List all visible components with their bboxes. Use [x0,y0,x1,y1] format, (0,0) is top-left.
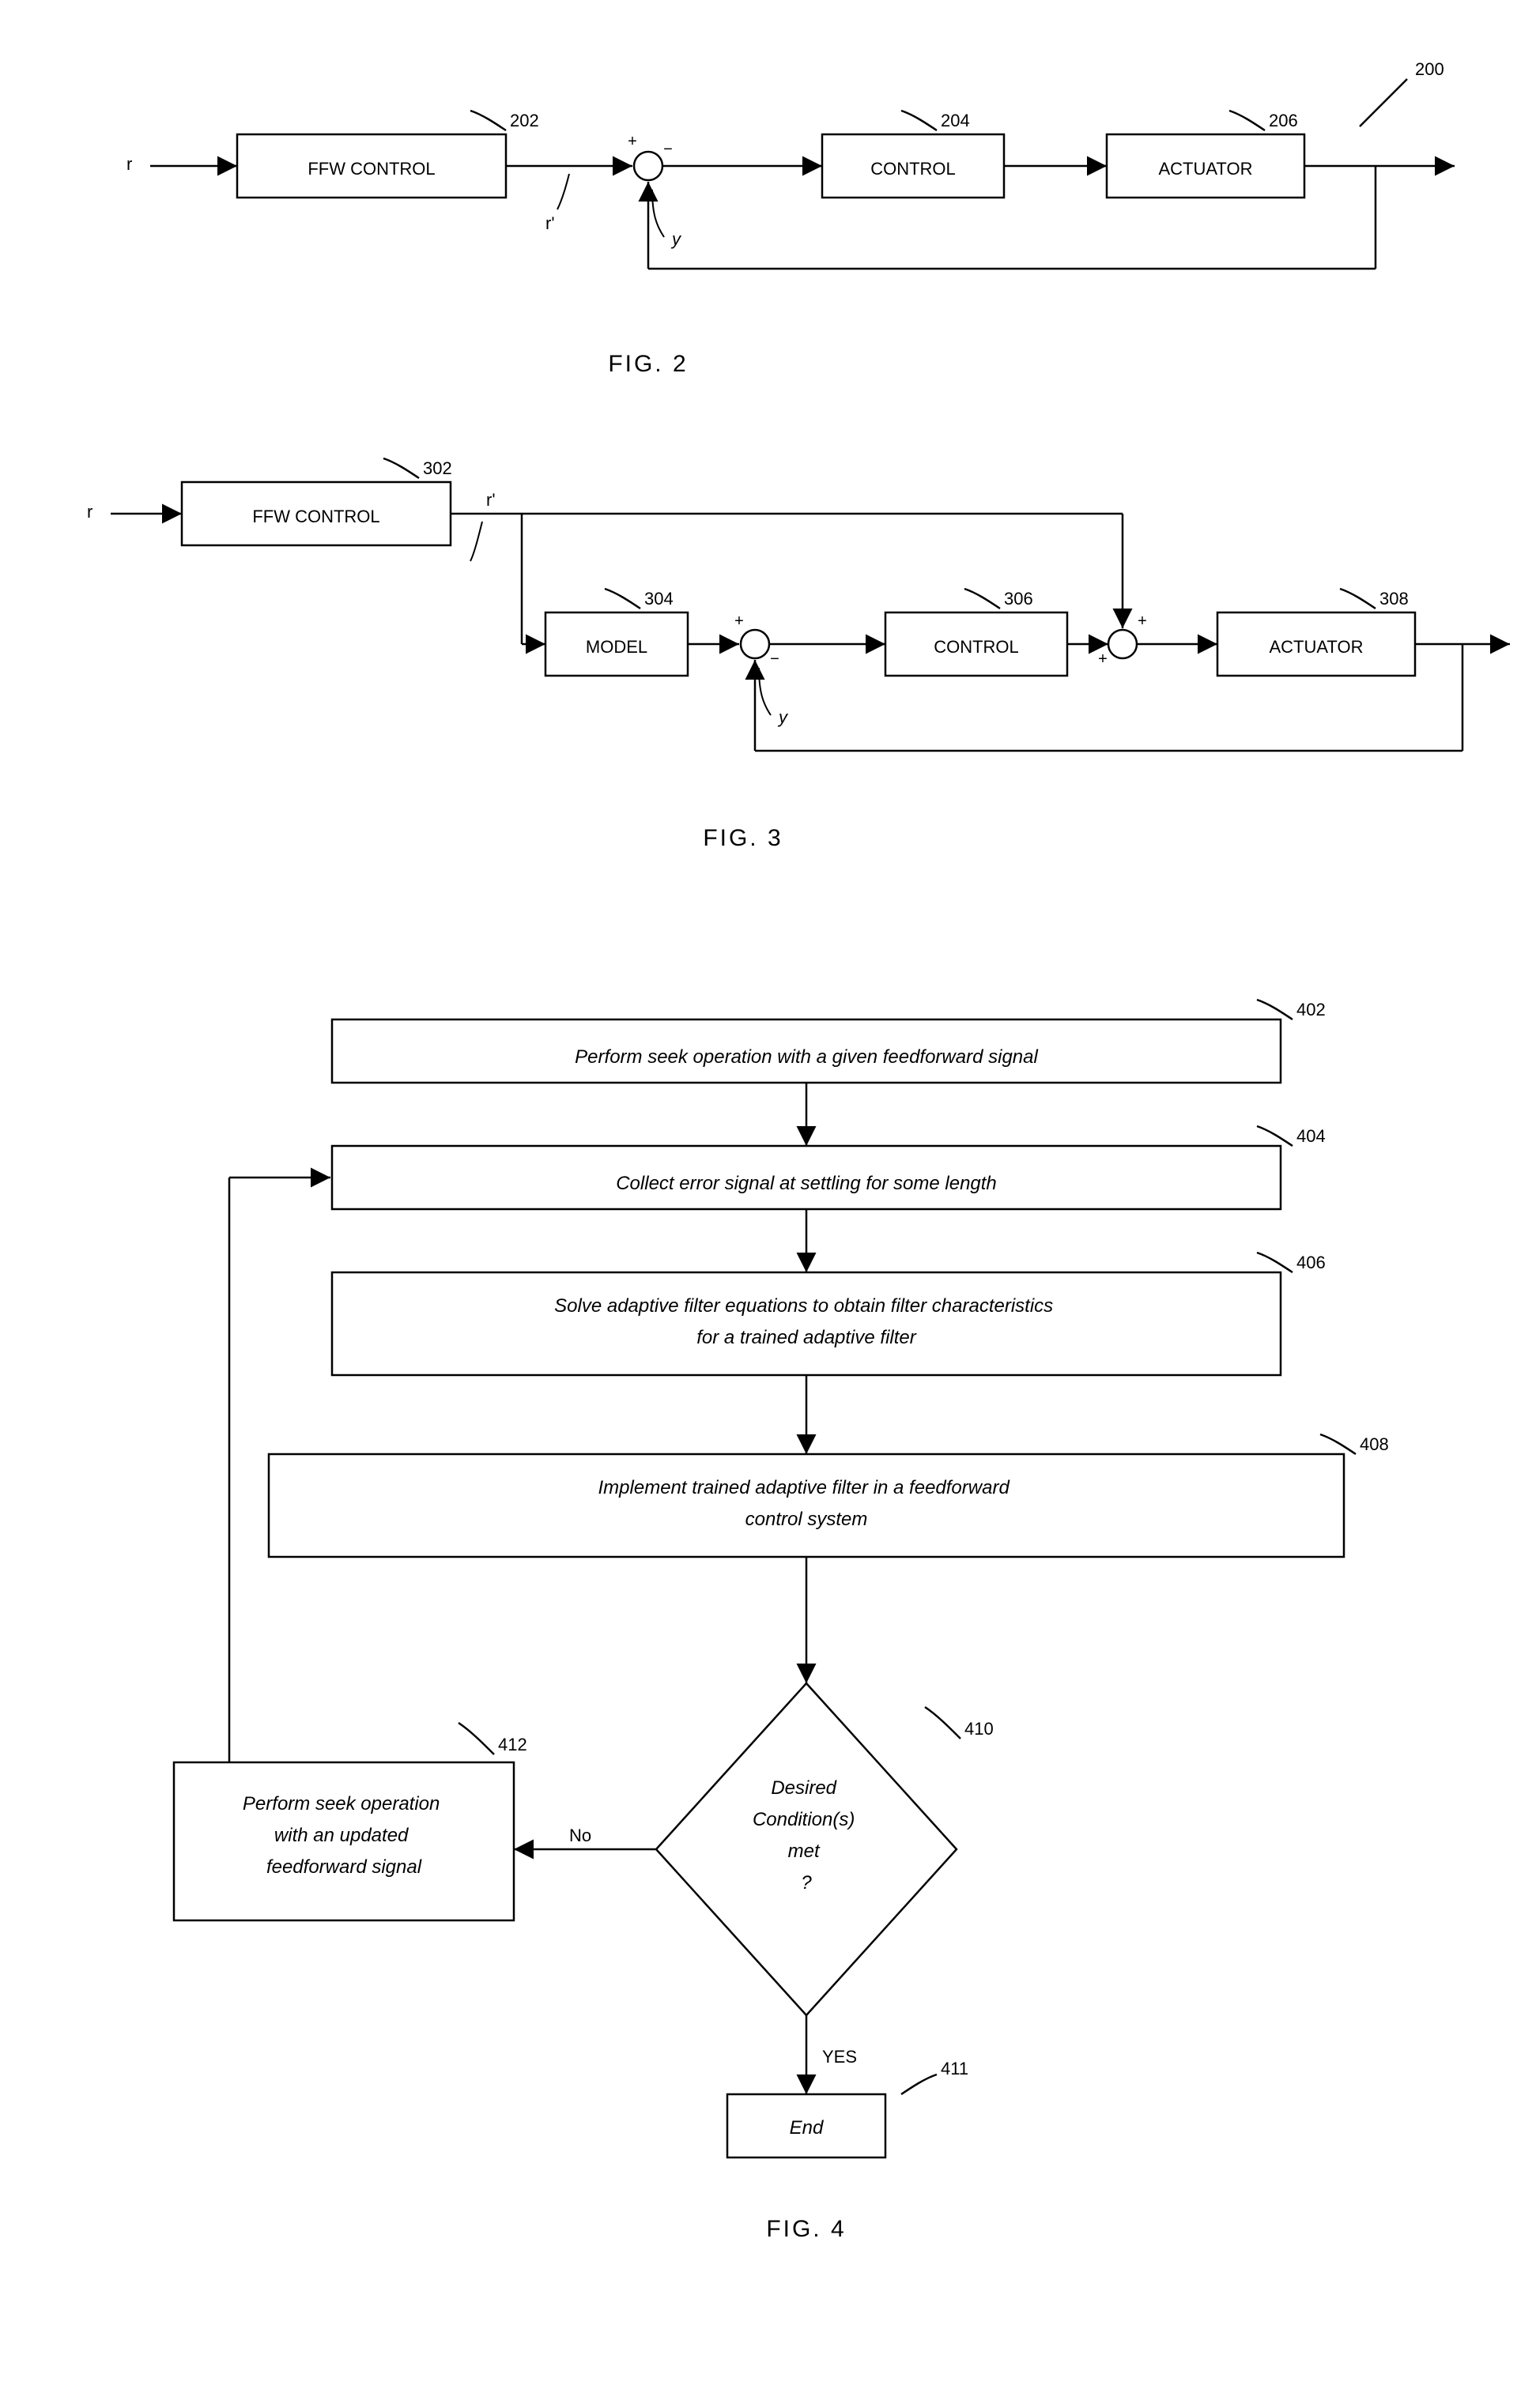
svg-text:+: + [628,133,637,150]
svg-text:402: 402 [1296,1000,1326,1019]
svg-text:FFW CONTROL: FFW CONTROL [252,507,379,526]
input-r: r [126,154,132,174]
svg-text:+: + [1138,612,1147,630]
svg-text:410: 410 [964,1719,994,1739]
svg-text:+: + [1098,650,1108,668]
svg-text:408: 408 [1360,1434,1389,1454]
actuator-label: ACTUATOR [1159,159,1253,179]
svg-text:CONTROL: CONTROL [934,637,1019,657]
svg-text:End: End [790,2117,824,2139]
fig3: r FFW CONTROL 302 r' MODEL 304 + − y CON… [87,458,1510,851]
ref-200: 200 [1415,59,1444,79]
svg-text:306: 306 [1004,589,1033,609]
svg-text:411: 411 [941,2059,968,2078]
svg-text:−: − [663,141,673,158]
ffw-label: FFW CONTROL [308,159,435,179]
svg-text:ACTUATOR: ACTUATOR [1270,637,1364,657]
step-408 [269,1454,1344,1557]
svg-text:406: 406 [1296,1253,1326,1272]
svg-text:Desired Condition(s) m: Desired Condition(s) met ? [753,1777,860,1894]
ref-204: 204 [941,111,970,130]
svg-text:Solve adaptive filter equation: Solve adaptive filter equations to obtai… [554,1295,1059,1348]
svg-text:Implement trained adaptive fil: Implement trained adaptive filter in a f… [598,1477,1015,1530]
svg-text:FIG. 4: FIG. 4 [766,2216,846,2242]
fig4: Perform seek operation with a given feed… [174,1000,1389,2242]
svg-text:+: + [734,612,744,630]
svg-text:−: − [770,650,779,668]
ref-202: 202 [510,111,539,130]
svg-text:No: No [569,1826,591,1845]
fig2-caption: FIG. 2 [608,351,688,377]
svg-text:MODEL: MODEL [586,637,647,657]
svg-text:r': r' [486,490,496,510]
control-label: CONTROL [870,159,956,179]
svg-text:y: y [777,707,789,727]
svg-text:Perform seek operation wit: Perform seek operation with an updated f… [243,1793,445,1878]
ref-206: 206 [1269,111,1298,130]
r-prime: r' [545,213,555,233]
svg-text:YES: YES [822,2047,857,2067]
fig2: 200 r FFW CONTROL 202 r' + − y CONTROL 2… [126,59,1455,377]
step-406 [332,1272,1281,1375]
svg-text:Collect error signal at settli: Collect error signal at settling for som… [616,1173,997,1194]
diagram-canvas: 200 r FFW CONTROL 202 r' + − y CONTROL 2… [32,32,1536,2376]
svg-text:412: 412 [498,1735,527,1754]
feedback-y: y [670,229,682,249]
svg-text:304: 304 [644,589,674,609]
svg-text:308: 308 [1379,589,1409,609]
sum-junction [634,152,662,180]
svg-text:Perform seek operation with a: Perform seek operation with a given feed… [575,1046,1038,1068]
svg-text:FIG. 3: FIG. 3 [703,825,783,851]
input-r3: r [87,502,92,522]
svg-text:404: 404 [1296,1126,1326,1146]
svg-text:302: 302 [423,458,452,478]
